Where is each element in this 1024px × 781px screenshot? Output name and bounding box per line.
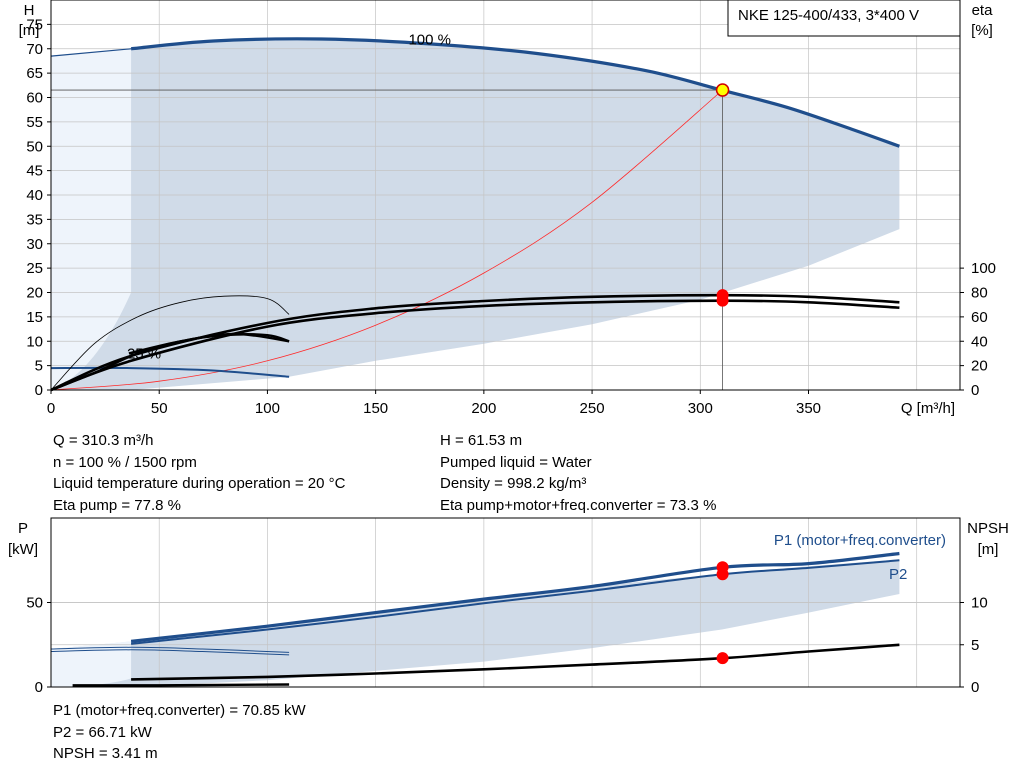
ytick-label-5: 5 xyxy=(35,358,43,375)
y2tick-label-60: 60 xyxy=(971,309,988,326)
readout-p2: P2 = 66.71 kW xyxy=(53,723,152,741)
readout-p1: P1 (motor+freq.converter) = 70.85 kW xyxy=(53,702,306,719)
ytick-label-60: 60 xyxy=(26,90,43,107)
xtick-label-50: 50 xyxy=(151,400,168,417)
y2tick-label-20: 20 xyxy=(971,358,988,375)
curve-head_100_extrapolated xyxy=(50,48,132,57)
y2tick-label-40: 40 xyxy=(971,333,988,350)
power-curve-P2_25 xyxy=(50,649,290,656)
chart-title: NKE 125-400/433, 3*400 V xyxy=(738,7,919,24)
y2tick-label-100: 100 xyxy=(971,260,996,277)
power-curve-P1_25 xyxy=(50,646,290,653)
curve-head_25 xyxy=(50,366,290,378)
ytick-label-15: 15 xyxy=(26,309,43,326)
power-duty-marker-2 xyxy=(716,652,729,665)
npsh-tick-label-5: 5 xyxy=(971,637,979,654)
readout-speed: n = 100 % / 1500 rpm xyxy=(53,453,197,471)
npsh-tick-label-0: 0 xyxy=(971,679,979,696)
readout-eta-pump: Eta pump = 77.8 % xyxy=(53,496,181,514)
readout-liquid: Pumped liquid = Water xyxy=(440,453,592,471)
curve-head_100 xyxy=(130,37,900,148)
xtick-label-300: 300 xyxy=(688,400,713,417)
operating-region xyxy=(51,39,900,390)
curve-eta_pump_25 xyxy=(50,295,290,391)
label-100-percent: 100 % xyxy=(408,31,451,48)
y2tick-label-80: 80 xyxy=(971,285,988,302)
curve-eta_total_100 xyxy=(50,299,900,392)
npsh-axis-label-1: NPSH xyxy=(967,520,1009,537)
label-25-percent: 25 % xyxy=(127,345,161,362)
xtick-label-200: 200 xyxy=(471,400,496,417)
ytick-label-0: 0 xyxy=(35,382,43,399)
readout-npsh: NPSH = 3.41 m xyxy=(53,745,158,762)
y2-axis-label-2: [%] xyxy=(971,22,993,39)
power-region xyxy=(51,559,900,687)
readout-temperature: Liquid temperature during operation = 20… xyxy=(53,475,346,492)
power-curve-P2 xyxy=(130,559,900,645)
y2tick-label-0: 0 xyxy=(971,382,979,399)
readout-left: Q = 310.3 m³/h n = 100 % / 1500 rpm Liqu… xyxy=(53,430,345,516)
power-region-extrapolated xyxy=(51,641,132,687)
ytick-label-75: 75 xyxy=(26,16,43,33)
legend-p1: P1 (motor+freq.converter) xyxy=(774,532,946,549)
readout-power: P1 (motor+freq.converter) = 70.85 kW P2 … xyxy=(53,700,306,765)
p-axis-label-1: P xyxy=(18,520,28,537)
p-ytick-label-0: 0 xyxy=(35,679,43,696)
readout-right: H = 61.53 m Pumped liquid = Water Densit… xyxy=(440,430,716,516)
xtick-label-150: 150 xyxy=(363,400,388,417)
xtick-label-250: 250 xyxy=(580,400,605,417)
ytick-label-20: 20 xyxy=(26,285,43,302)
ytick-label-55: 55 xyxy=(26,114,43,131)
readout-eta-total: Eta pump+motor+freq.converter = 73.3 % xyxy=(440,496,717,514)
y-axis-label-2: [m] xyxy=(19,22,40,39)
operating-point xyxy=(715,83,730,97)
ytick-label-10: 10 xyxy=(26,333,43,350)
npsh-tick-label-10: 10 xyxy=(971,595,988,612)
power-curve-P1 xyxy=(130,551,900,643)
curve-eta_total_25_b xyxy=(128,332,290,355)
xtick-label-100: 100 xyxy=(255,400,280,417)
legend-p2: P2 xyxy=(889,566,907,583)
npsh-axis-label-2: [m] xyxy=(978,541,999,558)
x-axis-label: Q [m³/h] xyxy=(901,400,955,417)
readout-flow: Q = 310.3 m³/h xyxy=(53,432,154,449)
ytick-label-50: 50 xyxy=(26,138,43,155)
p-axis-label-2: [kW] xyxy=(8,541,38,558)
ytick-label-30: 30 xyxy=(26,236,43,253)
ytick-label-65: 65 xyxy=(26,65,43,82)
ytick-label-35: 35 xyxy=(26,211,43,228)
p-ytick-label-50: 50 xyxy=(26,595,43,612)
ytick-label-40: 40 xyxy=(26,187,43,204)
power-curve-NPSH xyxy=(131,643,900,681)
power-curve-NPSH_25 xyxy=(72,683,290,687)
ytick-label-70: 70 xyxy=(26,41,43,58)
ytick-label-25: 25 xyxy=(26,260,43,277)
curve-system_curve xyxy=(50,89,723,391)
readout-head: H = 61.53 m xyxy=(440,432,523,449)
power-duty-marker-1 xyxy=(716,568,729,581)
title-box xyxy=(727,0,961,37)
y-axis-label-1: H xyxy=(24,2,35,19)
ytick-label-45: 45 xyxy=(26,163,43,180)
readout-density: Density = 998.2 kg/m³ xyxy=(440,475,587,492)
duty-marker-eta-1 xyxy=(716,294,729,307)
xtick-label-350: 350 xyxy=(796,400,821,417)
y2-axis-label-1: eta xyxy=(972,2,994,19)
xtick-label-0: 0 xyxy=(47,400,55,417)
